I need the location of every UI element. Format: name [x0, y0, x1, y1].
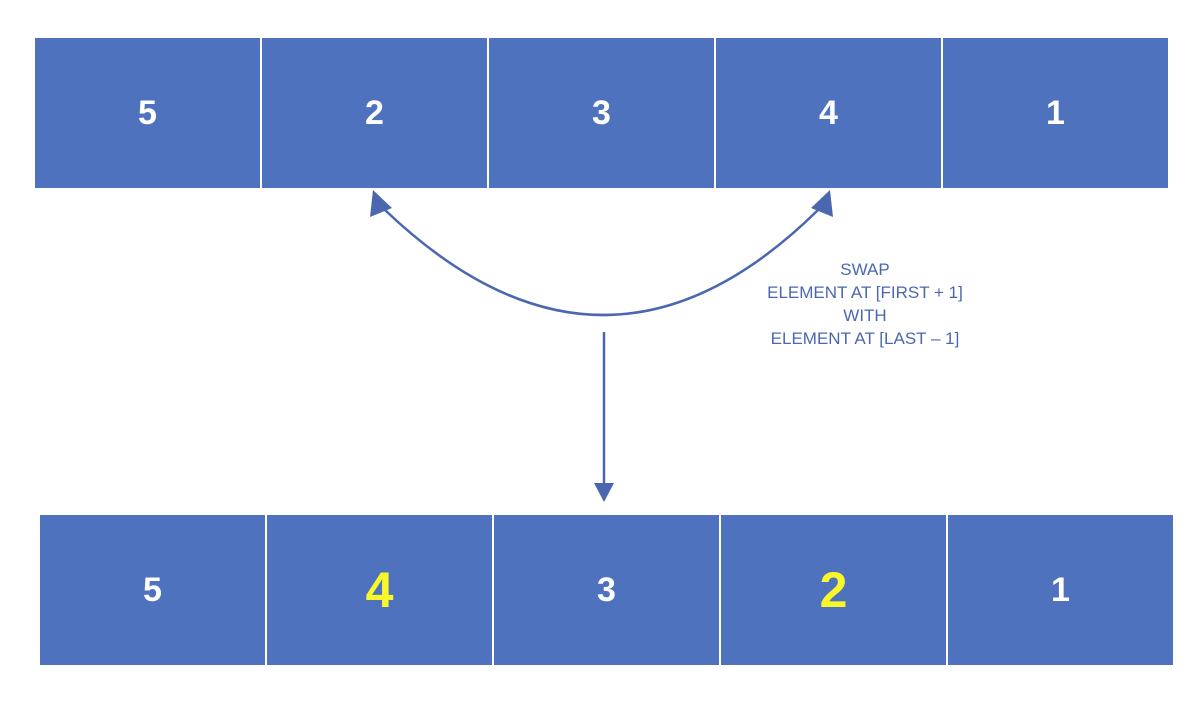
bottom-array-cell: 4: [267, 515, 492, 665]
arrowhead-left-icon: [370, 190, 392, 217]
down-arrowhead-icon: [594, 483, 614, 502]
caption-line: SWAP: [840, 260, 890, 279]
top-array-cell: 1: [943, 38, 1168, 188]
bottom-array-cell: 3: [494, 515, 719, 665]
top-array-cell: 3: [489, 38, 714, 188]
caption-line: ELEMENT AT [LAST – 1]: [770, 329, 960, 348]
top-array-cell: 5: [35, 38, 260, 188]
top-array: 5 2 3 4 1: [35, 38, 1168, 188]
caption-line: ELEMENT AT [FIRST + 1]: [767, 283, 963, 302]
swap-caption: SWAP ELEMENT AT [FIRST + 1] WITH ELEMENT…: [740, 258, 990, 350]
bottom-array-cell: 2: [721, 515, 946, 665]
caption-line: WITH: [843, 306, 887, 325]
top-array-cell: 4: [716, 38, 941, 188]
top-array-cell: 2: [262, 38, 487, 188]
bottom-array-cell: 1: [948, 515, 1173, 665]
arrowhead-right-icon: [811, 190, 833, 217]
bottom-array: 5 4 3 2 1: [40, 515, 1173, 665]
bottom-array-cell: 5: [40, 515, 265, 665]
